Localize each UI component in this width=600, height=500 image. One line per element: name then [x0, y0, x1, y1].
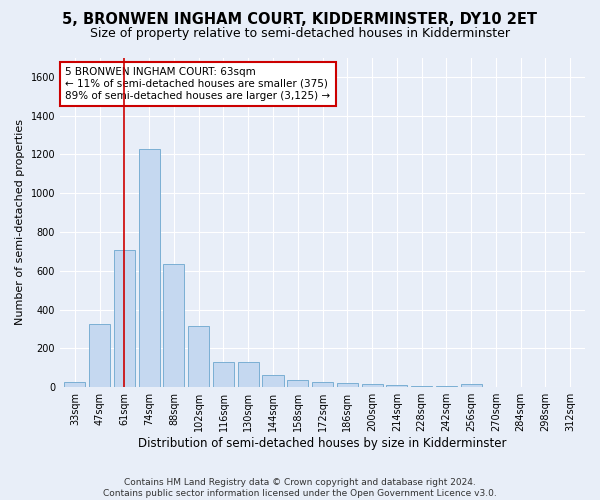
Bar	[287, 380, 308, 387]
Bar	[64, 382, 85, 387]
Text: Size of property relative to semi-detached houses in Kidderminster: Size of property relative to semi-detach…	[90, 28, 510, 40]
Bar	[411, 386, 432, 387]
Bar	[312, 382, 333, 387]
Bar	[89, 324, 110, 387]
Text: Contains HM Land Registry data © Crown copyright and database right 2024.
Contai: Contains HM Land Registry data © Crown c…	[103, 478, 497, 498]
Bar	[461, 384, 482, 387]
Bar	[436, 386, 457, 387]
Bar	[114, 250, 135, 387]
Bar	[386, 386, 407, 387]
Bar	[139, 148, 160, 387]
Bar	[337, 384, 358, 387]
Y-axis label: Number of semi-detached properties: Number of semi-detached properties	[15, 120, 25, 326]
Bar	[362, 384, 383, 387]
Bar	[238, 362, 259, 387]
Bar	[163, 264, 184, 387]
Text: 5, BRONWEN INGHAM COURT, KIDDERMINSTER, DY10 2ET: 5, BRONWEN INGHAM COURT, KIDDERMINSTER, …	[62, 12, 538, 28]
Text: 5 BRONWEN INGHAM COURT: 63sqm
← 11% of semi-detached houses are smaller (375)
89: 5 BRONWEN INGHAM COURT: 63sqm ← 11% of s…	[65, 68, 331, 100]
X-axis label: Distribution of semi-detached houses by size in Kidderminster: Distribution of semi-detached houses by …	[138, 437, 507, 450]
Bar	[262, 374, 284, 387]
Bar	[188, 326, 209, 387]
Bar	[213, 362, 234, 387]
